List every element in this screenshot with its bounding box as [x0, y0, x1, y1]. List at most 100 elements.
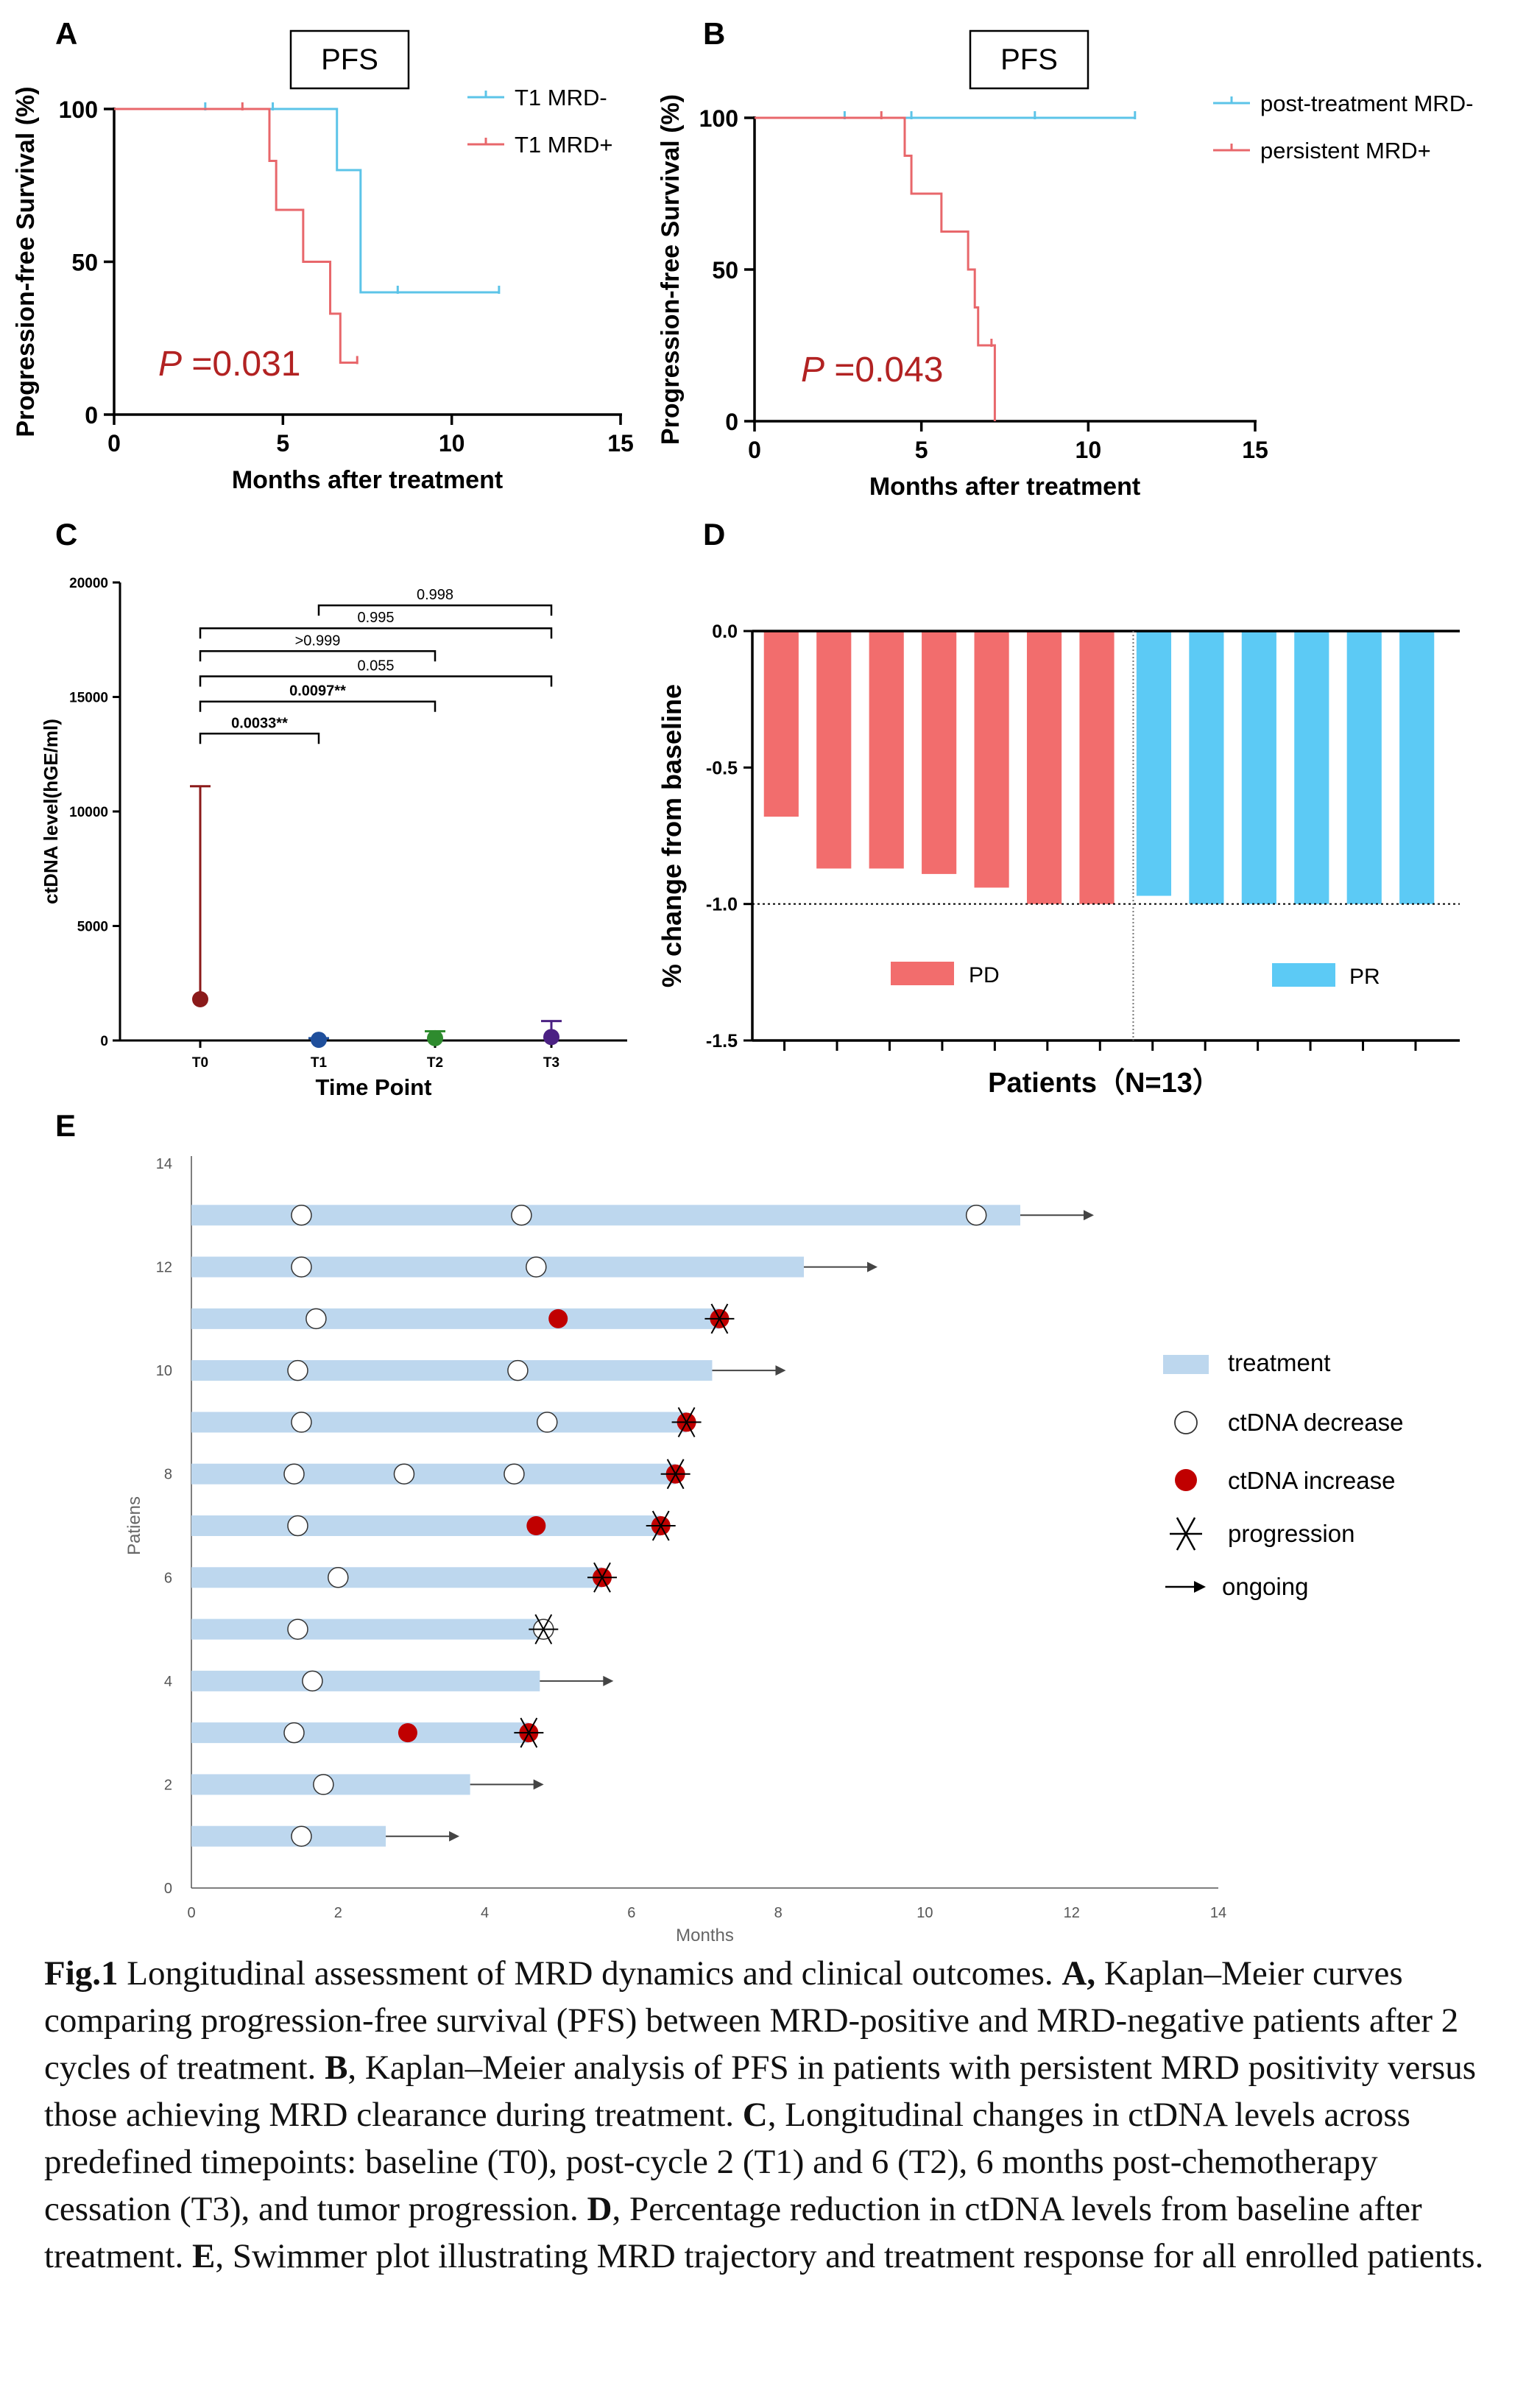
x-tick-label: 10	[916, 1905, 933, 1921]
y-tick-label: 20000	[69, 576, 108, 591]
ctdna-decrease-marker	[291, 1205, 312, 1226]
figure-caption: Fig.1 Longitudinal assessment of MRD dyn…	[44, 1950, 1509, 2280]
y-tick-label: 50	[71, 250, 98, 276]
comparison-label: 0.995	[357, 610, 394, 626]
y-axis-label: % change from baseline	[657, 684, 687, 987]
mean-point	[427, 1029, 443, 1046]
ctdna-increase-marker	[526, 1516, 546, 1535]
waterfall-bar	[816, 631, 852, 869]
ctdna-increase-marker	[548, 1309, 568, 1328]
y-tick-label: 100	[59, 96, 98, 123]
ctdna-decrease-marker	[283, 1722, 305, 1744]
panel-letter: C	[55, 517, 77, 552]
waterfall-bar	[1026, 631, 1062, 904]
ongoing-arrowhead	[1083, 1210, 1094, 1221]
y-tick-label: 0	[725, 409, 738, 435]
legend-swatch-pd	[891, 962, 954, 985]
caption-key-b: B	[325, 2049, 348, 2087]
panel-e: E 0 2 4 6 8 10 12 14 0 2 4 6 8 10 12 14 Months Patiens trea…	[55, 1108, 1403, 1944]
ctdna-decrease-marker	[287, 1619, 308, 1640]
treatment-bar	[191, 1670, 540, 1691]
waterfall-bar	[869, 631, 904, 869]
mean-point	[543, 1029, 559, 1046]
ctdna-decrease-marker	[305, 1308, 327, 1330]
x-tick-label: 10	[1075, 437, 1102, 463]
y-tick-label: 10000	[69, 805, 108, 820]
p-number: =0.043	[824, 351, 943, 390]
waterfall-bar	[763, 631, 799, 817]
x-tick-label: 5	[915, 437, 928, 463]
x-axis-label: Months after treatment	[232, 466, 503, 494]
x-tick-label: T0	[192, 1055, 208, 1071]
ctdna-decrease-marker	[287, 1515, 308, 1537]
treatment-bar	[191, 1360, 713, 1381]
panel-letter: E	[55, 1108, 76, 1143]
treatment-bar	[191, 1515, 661, 1536]
ctdna-decrease-marker	[526, 1256, 547, 1278]
caption-text-d: , Percentage reduction in ctDNA levels f…	[44, 2190, 1422, 2275]
y-tick-label: 4	[164, 1674, 172, 1690]
y-tick-label: 0.0	[712, 621, 738, 642]
panel-b: B PFS 0 50 100 0 5 10 15 Months after treatment Pr…	[657, 16, 1473, 501]
y-tick-label: 2	[164, 1777, 172, 1793]
y-tick-label: 12	[156, 1260, 172, 1276]
x-tick-label: T1	[311, 1055, 328, 1071]
legend-decrease-marker	[1174, 1411, 1198, 1434]
ongoing-arrowhead	[775, 1365, 786, 1376]
chart-title: PFS	[1000, 43, 1058, 76]
waterfall-bar	[1294, 631, 1329, 904]
x-tick-label: 14	[1210, 1905, 1226, 1921]
ctdna-decrease-marker	[302, 1670, 323, 1692]
comparison-bracket	[199, 675, 553, 687]
y-tick-label: 5000	[77, 920, 108, 935]
caption-key-a: A,	[1062, 1954, 1096, 1993]
x-tick-label: T2	[427, 1055, 443, 1071]
x-tick-label: 2	[334, 1905, 342, 1921]
treatment-bar	[191, 1205, 1020, 1226]
x-tick-label: 12	[1064, 1905, 1080, 1921]
p-number: =0.031	[182, 345, 300, 384]
x-tick-label: 5	[276, 430, 289, 457]
legend-label-2: T1 MRD+	[515, 132, 613, 158]
y-tick-label: 15000	[69, 691, 108, 706]
x-tick-label: 8	[774, 1905, 783, 1921]
x-tick-label: 0	[187, 1905, 195, 1921]
y-tick-label: 100	[699, 105, 738, 132]
comparison-label: 0.0033**	[231, 715, 288, 731]
y-tick-label: 6	[164, 1570, 172, 1586]
panel-c: C 0 5000 10000 15000 20000 T0 T1 T2 T3 Time Point c…	[40, 517, 627, 1100]
panel-d: D 0.0 -0.5 -1.0 -1.5 Patients（N=13） % change f…	[657, 517, 1460, 1099]
ctdna-decrease-marker	[287, 1359, 308, 1381]
legend-arrow-head	[1194, 1581, 1206, 1593]
waterfall-bar	[1346, 631, 1382, 904]
ctdna-decrease-marker	[965, 1205, 987, 1226]
treatment-bar	[191, 1463, 676, 1484]
ctdna-decrease-marker	[283, 1463, 305, 1484]
caption-key-c: C	[742, 2096, 768, 2134]
legend-label-1: post-treatment MRD-	[1260, 91, 1473, 116]
comparison-bracket	[199, 650, 437, 662]
panel-letter: B	[703, 16, 725, 51]
x-axis-label: Months	[676, 1926, 734, 1944]
y-tick-label: 8	[164, 1467, 172, 1483]
y-tick-label: -1.5	[706, 1031, 738, 1052]
y-tick-label: -0.5	[706, 758, 738, 778]
legend-increase-marker	[1175, 1469, 1197, 1491]
legend-label-increase: ctDNA increase	[1228, 1467, 1395, 1494]
ctdna-decrease-marker	[504, 1463, 525, 1484]
panel-letter: D	[703, 517, 725, 552]
caption-text-c: , Longitudinal changes in ctDNA levels a…	[44, 2096, 1410, 2228]
legend-label-2: persistent MRD+	[1260, 138, 1431, 163]
x-tick-label: 6	[627, 1905, 635, 1921]
legend-label-decrease: ctDNA decrease	[1228, 1409, 1403, 1436]
p-symbol: P	[801, 351, 824, 390]
y-tick-label: 10	[156, 1363, 172, 1379]
y-axis-label: Progression-free Survival (%)	[12, 86, 40, 437]
caption-key-e: E	[191, 2237, 216, 2275]
treatment-bar	[191, 1825, 386, 1847]
ctdna-decrease-marker	[537, 1412, 558, 1433]
waterfall-bar	[1079, 631, 1115, 904]
caption-label: Fig.1	[44, 1954, 119, 1993]
ctdna-decrease-marker	[291, 1256, 312, 1278]
